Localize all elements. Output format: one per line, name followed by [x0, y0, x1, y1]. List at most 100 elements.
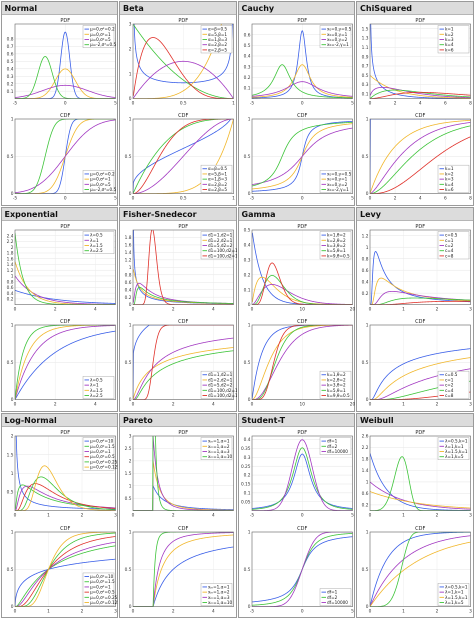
plot-title: CDF — [60, 319, 70, 325]
legend-entry: μ=0,σ²=1 — [89, 584, 110, 589]
series-line-3 — [251, 80, 352, 97]
series-line-4 — [133, 60, 234, 98]
series-line-2 — [14, 325, 115, 401]
panel-levy: Levy PDF 0.2 0.4 0.6 0.8 1 1.2 0 1 2 3 c=0.5 c=1 c=2 c=… — [356, 206, 474, 413]
legend-entry: μ=0,σ²=1.5 — [89, 444, 114, 449]
series-line-3 — [370, 122, 471, 194]
legend: k=1k=2k=3k=4k=6 — [437, 165, 470, 193]
plot-title: CDF — [297, 113, 307, 119]
legend-entry: d1=100,d2=100 — [208, 253, 237, 258]
plot-frame — [251, 23, 353, 99]
y-tick-label: 0 — [129, 604, 132, 610]
series-line-1 — [14, 289, 115, 304]
y-tick-label: 2 — [10, 245, 13, 251]
y-tick-label: 0.3 — [243, 257, 250, 263]
x-tick-label: 0 — [369, 402, 372, 408]
x-tick-label: 0 — [13, 402, 16, 408]
y-tick-label: 0.8 — [6, 36, 13, 42]
y-tick-label: 2 — [10, 434, 13, 440]
series-line-2 — [370, 535, 471, 607]
legend-entry: x₀=0,γ=2 — [326, 36, 347, 41]
legend-box — [437, 437, 470, 461]
y-tick-label: 0.1 — [243, 491, 250, 497]
panel-normal: Normal PDF 0.1 0.2 0.3 0.4 0.5 0.6 0.7 0.8 -5 0 5 μ=0… — [0, 0, 118, 206]
series-line-2 — [370, 74, 471, 99]
legend: k=1,θ=2k=2,θ=2k=3,θ=2k=5,θ=1k=9,θ=0.5 — [319, 231, 351, 259]
plot-frame — [251, 435, 353, 512]
x-tick-label: 2 — [172, 608, 175, 614]
legend: μ=0,σ²=0.2μ=0,σ²=1μ=0,σ²=5μ=-2,σ²=0.5 — [82, 170, 116, 193]
y-tick-label: 0.2 — [125, 295, 132, 301]
series-line-4 — [14, 535, 115, 607]
x-tick-label: 0 — [132, 100, 135, 106]
legend-entry: μ=-2,σ²=0.5 — [89, 187, 116, 192]
x-tick-label: 6 — [444, 196, 447, 202]
x-tick-label: 4 — [212, 608, 215, 614]
y-tick-label: 1.6 — [125, 242, 132, 248]
x-tick-label: 3 — [114, 608, 117, 614]
legend-entry: μ=0,σ²=10 — [89, 574, 113, 579]
legend-entry: α=1,β=3 — [208, 177, 227, 182]
y-tick-label: 1 — [366, 245, 369, 251]
y-tick-label: 0.5 — [243, 567, 250, 573]
legend-box — [200, 582, 233, 606]
legend-entry: k=2 — [445, 31, 454, 36]
x-tick-label: 5 — [351, 513, 354, 519]
legend-entry: x₀=-2,γ=1 — [326, 42, 348, 47]
legend-entry: α=5,β=1 — [208, 31, 227, 36]
legend-entry: μ=0,σ²=5 — [89, 182, 110, 187]
plot-title: PDF — [60, 17, 70, 23]
pdf-plot: PDF 0.10.2 0.30.4 0.50.6 0.70.8 -5 0 5 μ=0,σ²=0.… — [6, 17, 116, 106]
legend-entry: k=6 — [445, 47, 454, 52]
x-tick-label: 10 — [299, 402, 305, 408]
series-line-2 — [251, 447, 352, 510]
y-tick-label: 0 — [247, 604, 250, 610]
legend-entry: xₘ=1,α=1 — [208, 439, 230, 444]
y-tick-label: 1 — [129, 265, 132, 271]
y-tick-label: 0.6 — [125, 280, 132, 286]
y-tick-label: 1 — [10, 273, 13, 279]
y-tick-label: 0.8 — [125, 272, 132, 278]
legend-entry: d1=100,d2=1 — [208, 388, 237, 393]
legend-entry: λ=0.5,k=1 — [445, 439, 468, 444]
x-tick-label: 4 — [419, 196, 422, 202]
plot-title: PDF — [297, 17, 307, 23]
x-tick-label: 0 — [369, 196, 372, 202]
panel-title: Cauchy — [238, 1, 354, 15]
x-tick-label: 5 — [351, 608, 354, 614]
series-line-2 — [370, 120, 471, 194]
legend-entry: k=2 — [445, 172, 454, 177]
y-tick-label: 0.5 — [6, 490, 13, 496]
y-tick-label: 0 — [247, 302, 250, 308]
series-line-2 — [133, 269, 234, 304]
y-tick-label: 1.6 — [6, 256, 13, 262]
legend-entry: df=2 — [326, 595, 337, 600]
y-tick-label: 1 — [366, 529, 369, 535]
y-tick-label: 0 — [10, 604, 13, 610]
x-tick-label: 0.5 — [180, 100, 187, 106]
legend-entry: α=2,β=5 — [208, 47, 227, 52]
y-tick-label: 2 — [129, 46, 132, 52]
panel-student-t: Student-T PDF 0.05 0.1 0.15 0.2 0.25 0.3 0.35 0.4… — [237, 413, 355, 619]
y-tick-label: 1 — [10, 529, 13, 535]
y-tick-label: 1 — [10, 323, 13, 329]
legend: df=1df=2df=10000 — [319, 437, 351, 455]
panel-title: Student-T — [238, 414, 354, 428]
series-line-1 — [15, 436, 115, 510]
legend-entry: c=2 — [445, 243, 454, 248]
legend-entry: k=1 — [445, 166, 454, 171]
legend-entry: xₘ=1,α=3 — [208, 449, 230, 454]
legend: μ=0,σ²=10μ=0,σ²=1.5μ=0,σ²=1μ=0,σ²=0.5μ=0… — [82, 437, 118, 471]
y-tick-label: 0.5 — [243, 154, 250, 160]
series-line-6 — [14, 531, 115, 607]
panel-title: Gamma — [238, 207, 354, 221]
y-tick-label: 1.8 — [125, 235, 132, 241]
y-tick-label: 1 — [247, 529, 250, 535]
y-tick-label: 1.4 — [125, 250, 132, 256]
x-tick-label: 2 — [172, 306, 175, 312]
legend: λ=0.5,k=1λ=1,k=1λ=1.5,k=1λ=1,k=5 — [437, 437, 470, 461]
series-line-2 — [370, 357, 471, 401]
